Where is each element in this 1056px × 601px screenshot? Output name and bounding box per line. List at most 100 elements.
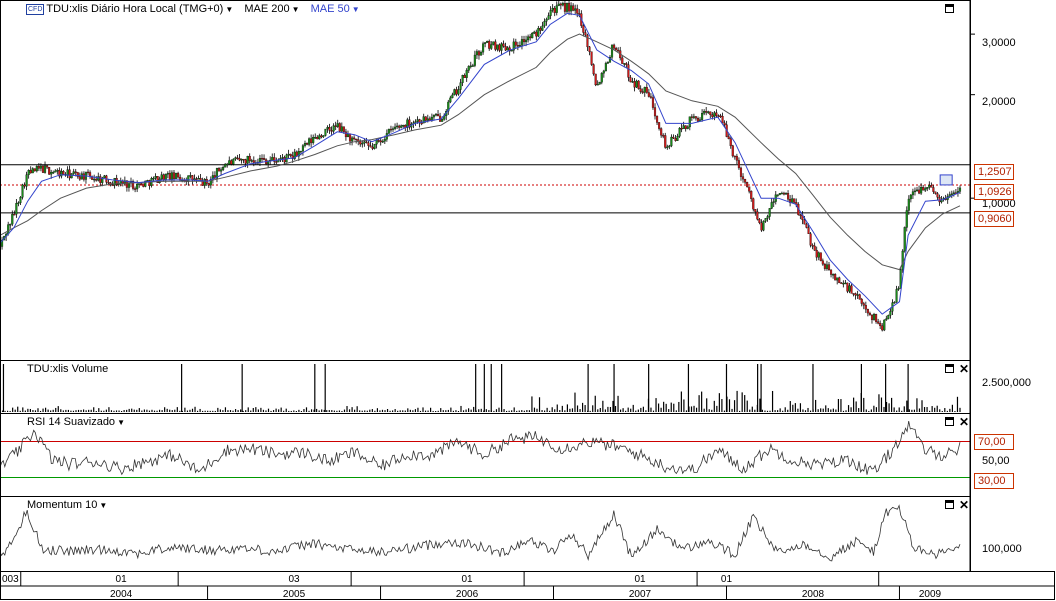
cfd-badge[interactable]: CFD [26,4,45,15]
candle-body [99,176,102,183]
candle-body [756,211,759,220]
mae200-label[interactable]: MAE 200 [244,3,290,15]
candle-body [913,190,917,193]
candle-body [633,81,636,88]
candle-body [672,136,675,139]
candle-body [567,2,571,12]
candlestick [271,153,274,161]
rsi-dropdown-icon[interactable]: ▼ [117,418,125,427]
candlestick [766,214,769,222]
rsi-title[interactable]: RSI 14 Suavizado [27,416,116,428]
mae200-dropdown-icon[interactable]: ▼ [291,5,300,14]
candle-body [686,126,689,129]
momentum-maximize-icon[interactable] [945,500,954,509]
instrument-dropdown-icon[interactable]: ▼ [225,5,234,14]
rsi-close-icon[interactable]: ✕ [959,415,970,429]
candlestick [308,137,311,147]
candlestick [220,167,223,176]
candlestick [854,292,857,300]
candlestick [879,320,882,330]
candlestick [240,158,243,164]
candle-body [334,125,337,127]
candlestick [954,188,957,194]
candle-body [373,143,376,149]
candle-body [606,62,609,64]
candle-body [160,174,163,180]
candle-body [140,183,143,185]
price-tag-lower: 0,9060 [974,211,1014,227]
candlestick [402,124,405,128]
candle-body [230,160,233,165]
candlestick [731,144,734,158]
candlestick [907,195,910,215]
candle-body [62,171,65,175]
candlestick [459,78,462,94]
candlestick [439,112,442,122]
candlestick [348,133,352,146]
momentum-close-icon[interactable]: ✕ [959,498,970,512]
candle-body [670,136,673,147]
candlestick [913,187,917,196]
candlestick [226,162,229,168]
candlestick [256,158,259,165]
panel-border-4 [0,496,971,572]
momentum-panel [0,504,961,562]
candle-body [21,184,24,198]
candlestick [406,117,409,133]
candlestick [166,171,169,179]
candle-body [813,245,816,251]
candle-body [498,44,501,51]
candle-body [136,183,139,190]
candle-body [551,7,554,11]
candle-body [305,143,309,145]
volume-close-icon[interactable]: ✕ [959,362,970,376]
candle-body [723,122,726,125]
candle-body [793,198,796,203]
candle-body [80,173,83,180]
price-panel-maximize-icon[interactable] [945,4,954,13]
candlestick [11,210,14,227]
candlestick [813,242,816,251]
candle-body [203,179,206,186]
candlestick [778,192,781,196]
candlestick [604,61,607,72]
candlestick [903,226,906,253]
rsi-maximize-icon[interactable] [945,417,954,426]
candle-body [553,7,556,13]
candle-body [533,31,536,34]
candle-body [29,170,32,174]
candle-body [531,33,534,39]
candlestick [33,168,36,172]
candlestick [819,252,822,262]
candlestick [748,186,751,194]
momentum-dropdown-icon[interactable]: ▼ [99,501,108,510]
candle-body [496,44,499,50]
candle-body [504,46,507,51]
candlestick [361,140,364,148]
candle-body [451,94,454,99]
candle-body [291,155,294,159]
candlestick [922,184,925,191]
candlestick [832,273,835,279]
candle-body [576,8,579,14]
volume-title[interactable]: TDU:xlis Volume [27,363,109,375]
candlestick [692,113,695,120]
momentum-title[interactable]: Momentum 10 [27,499,98,511]
volume-maximize-icon[interactable] [945,364,954,373]
candle-body [516,45,519,47]
candlestick [197,175,200,180]
candle-body [696,118,700,122]
candle-body [365,141,368,143]
candlestick [621,56,624,64]
candlestick [387,128,390,135]
candlestick [770,198,773,210]
candle-body [844,282,847,285]
candlestick [177,171,180,179]
candlestick [606,61,609,64]
instrument-title[interactable]: TDU:xlis Diário Hora Local (TMG+0) [46,3,224,15]
candlestick [463,73,466,78]
mae50-dropdown-icon[interactable]: ▼ [351,5,360,14]
candlestick [461,74,464,87]
mae50-label[interactable]: MAE 50 [310,3,350,15]
candle-body [23,184,26,187]
